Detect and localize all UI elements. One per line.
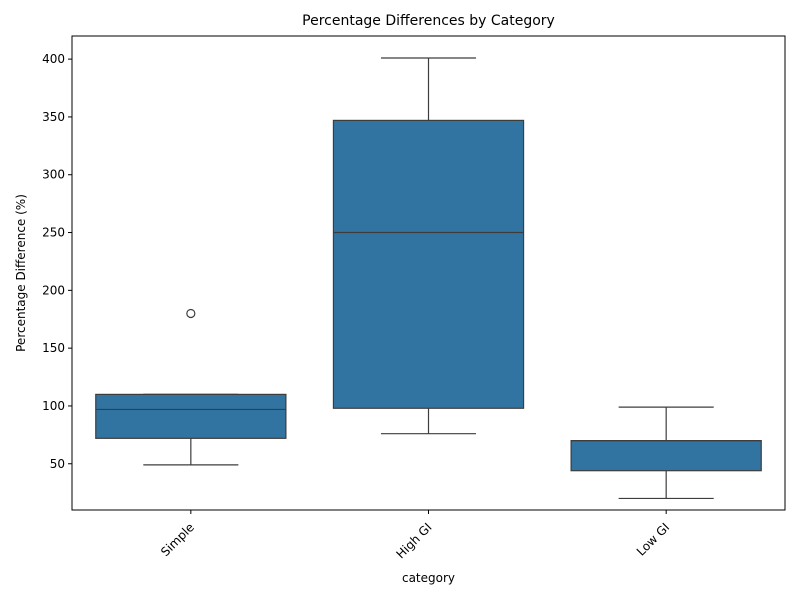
box	[95, 393, 287, 439]
y-tick-label: 250	[42, 226, 65, 240]
box	[570, 440, 762, 472]
y-axis-label: Percentage Difference (%)	[14, 194, 28, 352]
plot-frame	[71, 35, 786, 511]
x-tick-label: Low GI	[634, 520, 672, 558]
y-tick-label: 200	[42, 283, 65, 297]
y-tick-label: 300	[42, 168, 65, 182]
x-axis-label: category	[402, 571, 455, 585]
plot-area: 50 100 150 200 250 300 350 400 Simple High GI Low …	[42, 35, 786, 561]
box	[332, 119, 525, 409]
outlier-point	[186, 308, 196, 319]
x-tick-label: Simple	[158, 520, 197, 559]
y-tick-label: 350	[42, 110, 65, 124]
y-tick-label: 400	[42, 52, 65, 66]
chart-title: Percentage Differences by Category	[302, 13, 555, 29]
y-tick-label: 100	[42, 399, 65, 413]
x-tick-label: High GI	[393, 520, 434, 561]
y-tick-label: 150	[42, 341, 65, 355]
y-tick-label: 50	[50, 457, 65, 471]
